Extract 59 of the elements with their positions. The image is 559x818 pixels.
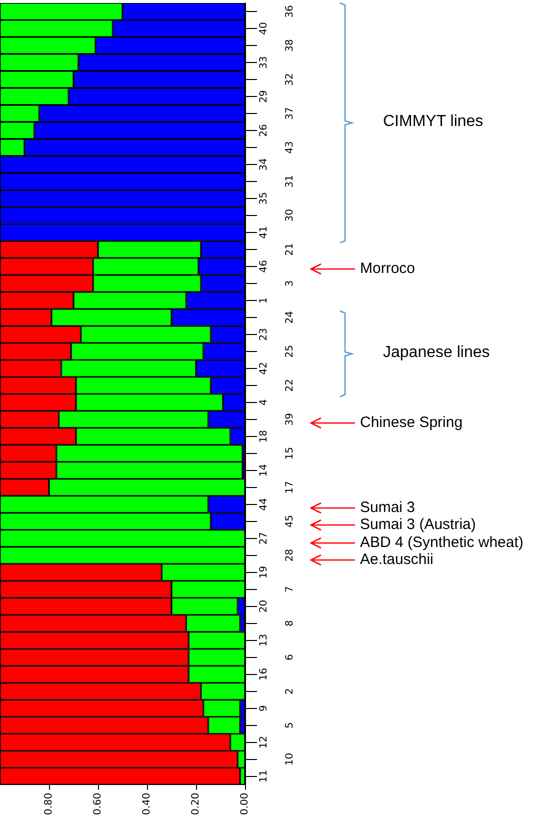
y-tick-label: 23	[258, 328, 270, 341]
y-tick-label: 31	[284, 175, 296, 188]
y-tick-label: 17	[284, 480, 296, 494]
y-tick-label: 42	[258, 362, 270, 375]
y-tick-label: 36	[284, 5, 296, 18]
x-tick-label: 0.60	[92, 792, 104, 815]
x-tick-label: 0.00	[240, 792, 250, 815]
text: Ae.tauschii	[360, 550, 434, 568]
y-tick-label: 8	[284, 620, 296, 626]
y-tick-label: 18	[258, 430, 270, 443]
y-tick-label: 46	[258, 260, 270, 273]
y-tick-label: 13	[258, 634, 270, 647]
y-tick-label: 39	[284, 412, 296, 426]
y-tick-label: 16	[258, 668, 270, 681]
y-tick-label: 45	[284, 514, 296, 528]
x-tick-label: 0.40	[142, 792, 152, 815]
y-tick-label: 40	[258, 22, 270, 35]
y-tick-label: 1	[258, 297, 270, 304]
y-tick-label: 37	[284, 107, 296, 120]
text: Japanese lines	[383, 344, 490, 362]
y-tick-label: 9	[258, 705, 270, 712]
y-tick-label: 22	[284, 379, 296, 392]
y-tick-label: 43	[284, 141, 296, 154]
y-tick-label: 38	[284, 39, 296, 52]
y-tick-label: 19	[258, 566, 270, 579]
x-tick-label: 0.20	[190, 792, 202, 815]
y-tick-label: 33	[258, 56, 270, 69]
y-tick-label: 34	[258, 158, 270, 171]
y-tick-label: 5	[284, 722, 296, 728]
y-tick-label: 2	[284, 688, 296, 694]
text: ABD 4 (Synthetic wheat)	[360, 534, 524, 551]
y-tick-label: 20	[258, 600, 270, 613]
text: Chinese Spring	[360, 414, 463, 431]
y-tick-label: 35	[258, 192, 270, 205]
y-tick-label: 29	[258, 90, 270, 103]
y-tick-label: 41	[258, 226, 270, 239]
y-tick-label: 15	[284, 446, 296, 460]
y-tick-label: 24	[284, 311, 296, 324]
text: Morroco	[360, 260, 416, 277]
y-tick-label: 30	[284, 209, 296, 222]
y-tick-label: 25	[284, 345, 296, 358]
text: Sumai 3 (Austria)	[360, 516, 476, 534]
y-tick-label: 44	[258, 498, 270, 511]
y-tick-label: 4	[258, 399, 270, 406]
y-tick-label: 26	[258, 124, 270, 137]
text: CIMMYT lines	[383, 112, 484, 131]
y-tick-label: 11	[258, 770, 270, 783]
y-tick-label: 21	[284, 243, 296, 256]
y-tick-label: 3	[284, 280, 296, 287]
y-tick-label: 7	[284, 586, 296, 592]
y-tick-label: 14	[258, 464, 270, 477]
y-tick-label: 27	[258, 532, 270, 545]
y-tick-label: 28	[284, 548, 296, 562]
y-tick-label: 10	[284, 752, 296, 766]
y-tick-label: 32	[284, 73, 296, 86]
x-tick-label: 0.80	[44, 792, 54, 815]
text: Sumai 3	[360, 499, 416, 516]
y-tick-label: 12	[258, 736, 270, 749]
y-tick-label: 6	[284, 654, 296, 660]
